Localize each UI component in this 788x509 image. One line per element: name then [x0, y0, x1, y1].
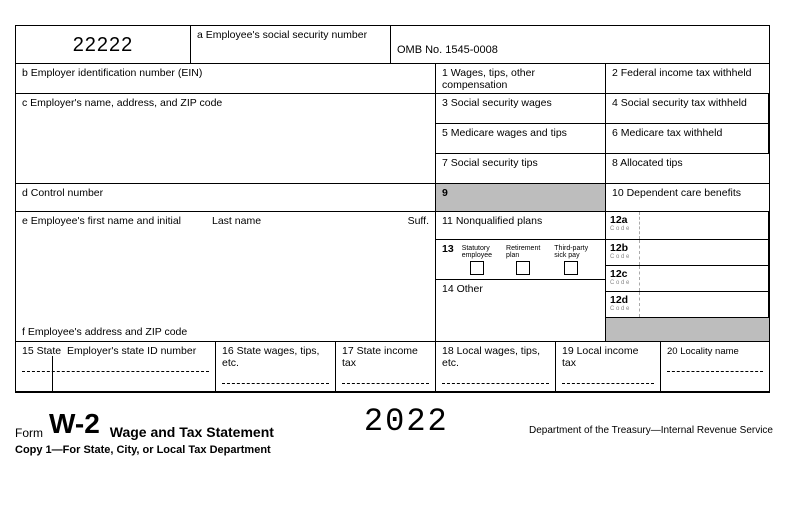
box-13-label: 13	[442, 243, 454, 255]
box-b-label: b Employer identification number (EIN)	[22, 67, 202, 79]
box-13-ret-label: Retirement plan	[506, 245, 540, 259]
box-a-text: a Employee's social security number	[197, 29, 367, 41]
box-12c: 12cC o d e	[606, 266, 769, 292]
box-4: 4 Social security tax withheld	[606, 94, 769, 124]
box-13-third-label: Third-party sick pay	[554, 245, 588, 259]
box-12d-code: C o d e	[610, 306, 629, 312]
box-13-retirement: Retirement plan	[506, 245, 540, 275]
checkbox-thirdparty[interactable]	[564, 261, 578, 275]
box-12b-label: 12b	[610, 240, 628, 254]
box-b: b Employer identification number (EIN)	[16, 64, 436, 94]
box-13-stat-label: Statutory employee	[462, 245, 492, 259]
box-5: 5 Medicare wages and tips	[436, 124, 606, 154]
box-d: d Control number	[16, 184, 436, 212]
checkbox-retirement[interactable]	[516, 261, 530, 275]
footer-copy: Copy 1—For State, City, or Local Tax Dep…	[15, 444, 773, 456]
box-15-label: 15 State	[22, 345, 61, 357]
box-16: 16 State wages, tips, etc.	[216, 342, 336, 391]
box-1: 1 Wages, tips, other compensation	[436, 64, 606, 94]
box-13-statutory: Statutory employee	[462, 245, 492, 275]
box-12a-code: C o d e	[610, 226, 629, 232]
box-c: c Employer's name, address, and ZIP code	[16, 94, 436, 184]
box-20: 20 Locality name	[661, 342, 769, 391]
form-footer: Form W-2 Wage and Tax Statement 2022 Dep…	[15, 403, 773, 440]
box-12c-code: C o d e	[610, 280, 629, 286]
box-15: 15 State Employer's state ID number	[16, 342, 216, 391]
box-11: 11 Nonqualified plans	[436, 212, 606, 240]
box-12d-label: 12d	[610, 292, 628, 306]
box-9-label: 9	[442, 187, 448, 199]
box-e: e Employee's first name and initial Last…	[16, 212, 436, 342]
box-7-label: 7 Social security tips	[442, 157, 538, 169]
box-2-label: 2 Federal income tax withheld	[612, 67, 752, 79]
w2-form: 22222 a Employee's social security numbe…	[15, 25, 770, 393]
box-16-label: 16 State wages, tips, etc.	[222, 345, 319, 369]
box-14: 14 Other	[436, 280, 606, 342]
box-12b: 12bC o d e	[606, 240, 769, 266]
code-22222: 22222	[16, 26, 191, 64]
box-e-last-label: Last name	[212, 215, 408, 227]
footer-year: 2022	[364, 403, 449, 440]
omb-number: OMB No. 1545-0008	[391, 26, 769, 64]
footer-dept: Department of the Treasury—Internal Reve…	[529, 425, 773, 440]
box-2: 2 Federal income tax withheld	[606, 64, 769, 94]
box-4-label: 4 Social security tax withheld	[612, 97, 747, 109]
box-7: 7 Social security tips	[436, 154, 606, 184]
box-14-label: 14 Other	[442, 283, 483, 295]
box-10: 10 Dependent care benefits	[606, 184, 769, 212]
box-12a-label: 12a	[610, 212, 628, 226]
box-6-label: 6 Medicare tax withheld	[612, 127, 722, 139]
box-11-label: 11 Nonqualified plans	[442, 215, 542, 227]
box-9: 9	[436, 184, 606, 212]
box-8: 8 Allocated tips	[606, 154, 769, 184]
box-d-label: d Control number	[22, 187, 103, 199]
box-e-first-label: e Employee's first name and initial	[22, 215, 212, 227]
footer-title: Wage and Tax Statement	[110, 424, 274, 440]
box-8-label: 8 Allocated tips	[612, 157, 683, 169]
box-12c-label: 12c	[610, 266, 628, 280]
box-f-label: f Employee's address and ZIP code	[22, 326, 187, 338]
box-12-shaded	[606, 318, 769, 342]
box-10-label: 10 Dependent care benefits	[612, 187, 741, 199]
box-13-thirdparty: Third-party sick pay	[554, 245, 588, 275]
footer-form-label: Form	[15, 426, 43, 440]
box-12b-code: C o d e	[610, 254, 629, 260]
footer-w2: W-2	[49, 408, 100, 440]
box-19-label: 19 Local income tax	[562, 345, 638, 369]
box-17-label: 17 State income tax	[342, 345, 418, 369]
box-c-label: c Employer's name, address, and ZIP code	[22, 97, 222, 109]
box-5-label: 5 Medicare wages and tips	[442, 127, 567, 139]
box-12d: 12dC o d e	[606, 292, 769, 318]
box-18-label: 18 Local wages, tips, etc.	[442, 345, 540, 369]
box-18: 18 Local wages, tips, etc.	[436, 342, 556, 391]
box-13: 13 Statutory employee Retirement plan Th…	[436, 240, 606, 280]
box-6: 6 Medicare tax withheld	[606, 124, 769, 154]
box-3-label: 3 Social security wages	[442, 97, 552, 109]
box-17: 17 State income tax	[336, 342, 436, 391]
box-12a: 12aC o d e	[606, 212, 769, 240]
box-3: 3 Social security wages	[436, 94, 606, 124]
box-15-id-label: Employer's state ID number	[67, 345, 196, 357]
checkbox-statutory[interactable]	[470, 261, 484, 275]
box-20-label: 20 Locality name	[667, 346, 739, 357]
box-a-label: a Employee's social security number	[191, 26, 391, 64]
box-e-suff-label: Suff.	[408, 215, 429, 227]
box-19: 19 Local income tax	[556, 342, 661, 391]
box-1-label: 1 Wages, tips, other compensation	[442, 67, 535, 91]
